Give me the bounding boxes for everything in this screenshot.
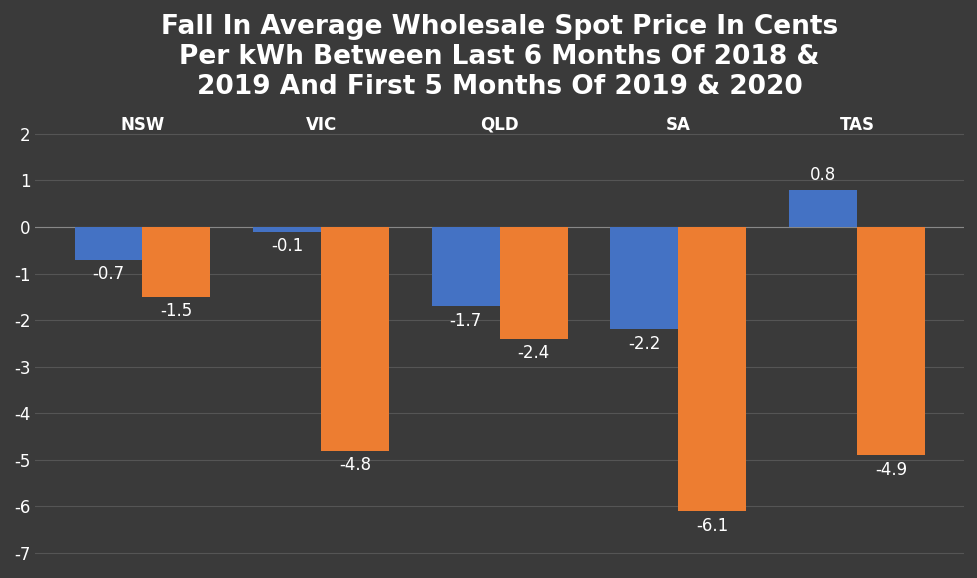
Text: -6.1: -6.1 xyxy=(696,517,728,535)
Text: VIC: VIC xyxy=(305,116,336,134)
Text: -0.7: -0.7 xyxy=(93,265,124,283)
Bar xyxy=(432,227,499,306)
Text: -4.8: -4.8 xyxy=(339,456,370,474)
Bar xyxy=(678,227,745,511)
Bar xyxy=(74,227,143,260)
Bar xyxy=(499,227,567,339)
Text: SA: SA xyxy=(665,116,690,134)
Text: QLD: QLD xyxy=(480,116,519,134)
Bar xyxy=(320,227,389,451)
Bar xyxy=(253,227,320,232)
Text: -2.4: -2.4 xyxy=(517,344,549,362)
Text: -1.5: -1.5 xyxy=(160,302,192,320)
Text: -0.1: -0.1 xyxy=(271,237,303,255)
Text: -2.2: -2.2 xyxy=(627,335,659,353)
Bar xyxy=(788,190,856,227)
Bar xyxy=(610,227,678,329)
Text: NSW: NSW xyxy=(120,116,164,134)
Bar xyxy=(856,227,924,455)
Title: Fall In Average Wholesale Spot Price In Cents
Per kWh Between Last 6 Months Of 2: Fall In Average Wholesale Spot Price In … xyxy=(161,14,837,100)
Text: 0.8: 0.8 xyxy=(809,166,835,184)
Text: -4.9: -4.9 xyxy=(873,461,906,479)
Text: TAS: TAS xyxy=(838,116,873,134)
Bar xyxy=(143,227,210,297)
Text: -1.7: -1.7 xyxy=(449,312,482,330)
